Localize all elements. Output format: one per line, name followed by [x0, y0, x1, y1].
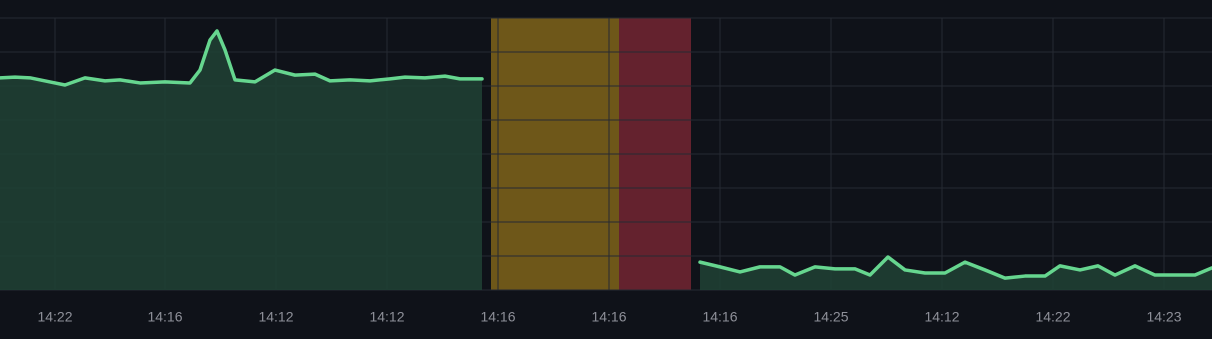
x-tick-label: 14:12: [369, 309, 404, 325]
x-tick-label: 14:22: [37, 309, 72, 325]
x-tick-label: 14:23: [1146, 309, 1181, 325]
x-tick-label: 14:22: [1035, 309, 1070, 325]
x-tick-label: 14:12: [924, 309, 959, 325]
x-tick-label: 14:16: [591, 309, 626, 325]
area-fill: [0, 30, 1212, 290]
x-tick-label: 14:16: [147, 309, 182, 325]
x-tick-label: 14:16: [480, 309, 515, 325]
x-tick-label: 14:25: [813, 309, 848, 325]
line: [0, 29, 1212, 280]
x-tick-label: 14:16: [702, 309, 737, 325]
x-tick-label: 14:12: [258, 309, 293, 325]
